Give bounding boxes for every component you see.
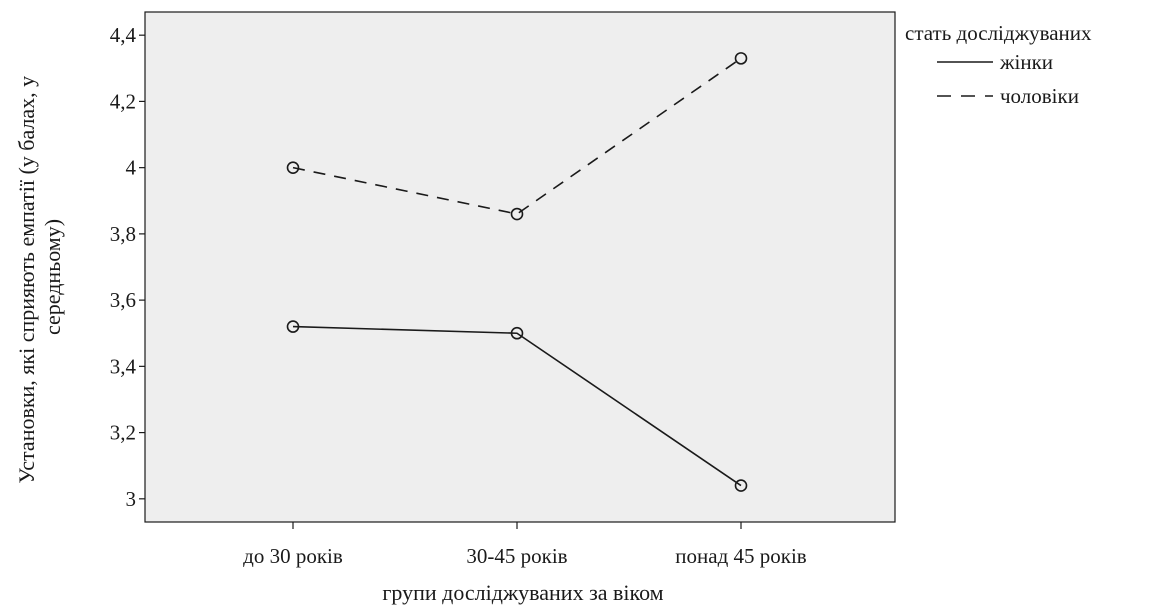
plot-area [144, 11, 896, 523]
data-point [734, 479, 748, 492]
data-point [510, 326, 524, 340]
y-tick-label: 4,4 [110, 23, 137, 47]
series-layer [286, 52, 748, 492]
x-tick-label: 30-45 років [466, 544, 567, 568]
y-tick-label: 4,2 [110, 89, 136, 113]
data-point [510, 207, 524, 221]
x-axis: до 30 років 30-45 років понад 45 років [243, 522, 807, 568]
y-tick-label: 4 [126, 156, 137, 180]
y-axis: 3 3,2 3,4 3,6 3,8 4 4,2 4,4 [110, 23, 145, 511]
y-tick-label: 3,6 [110, 288, 136, 312]
series-2 [286, 52, 748, 221]
series-line [292, 325, 742, 487]
series-line [292, 57, 742, 215]
data-point [286, 161, 300, 174]
x-tick-label: до 30 років [243, 544, 343, 568]
legend-label: чоловіки [1000, 84, 1079, 108]
y-axis-title-line-2: середньому) [40, 219, 65, 335]
x-tick-label: понад 45 років [675, 544, 807, 568]
y-tick-label: 3,4 [110, 354, 137, 378]
y-tick-label: 3,2 [110, 421, 136, 445]
y-tick-label: 3 [126, 487, 137, 511]
legend-title: стать досліджуваних [905, 21, 1092, 45]
y-axis-title: Установки, які сприяють емпатії (у балах… [14, 70, 65, 483]
data-point [734, 52, 748, 65]
series-1 [286, 320, 748, 492]
y-axis-title-line-1: Установки, які сприяють емпатії (у балах… [14, 76, 39, 484]
data-point [286, 320, 300, 333]
legend-label: жінки [999, 50, 1053, 74]
legend: стать досліджуваних жінки чоловіки [905, 21, 1092, 108]
y-tick-label: 3,8 [110, 222, 136, 246]
x-axis-title: групи досліджуваних за віком [382, 580, 663, 605]
